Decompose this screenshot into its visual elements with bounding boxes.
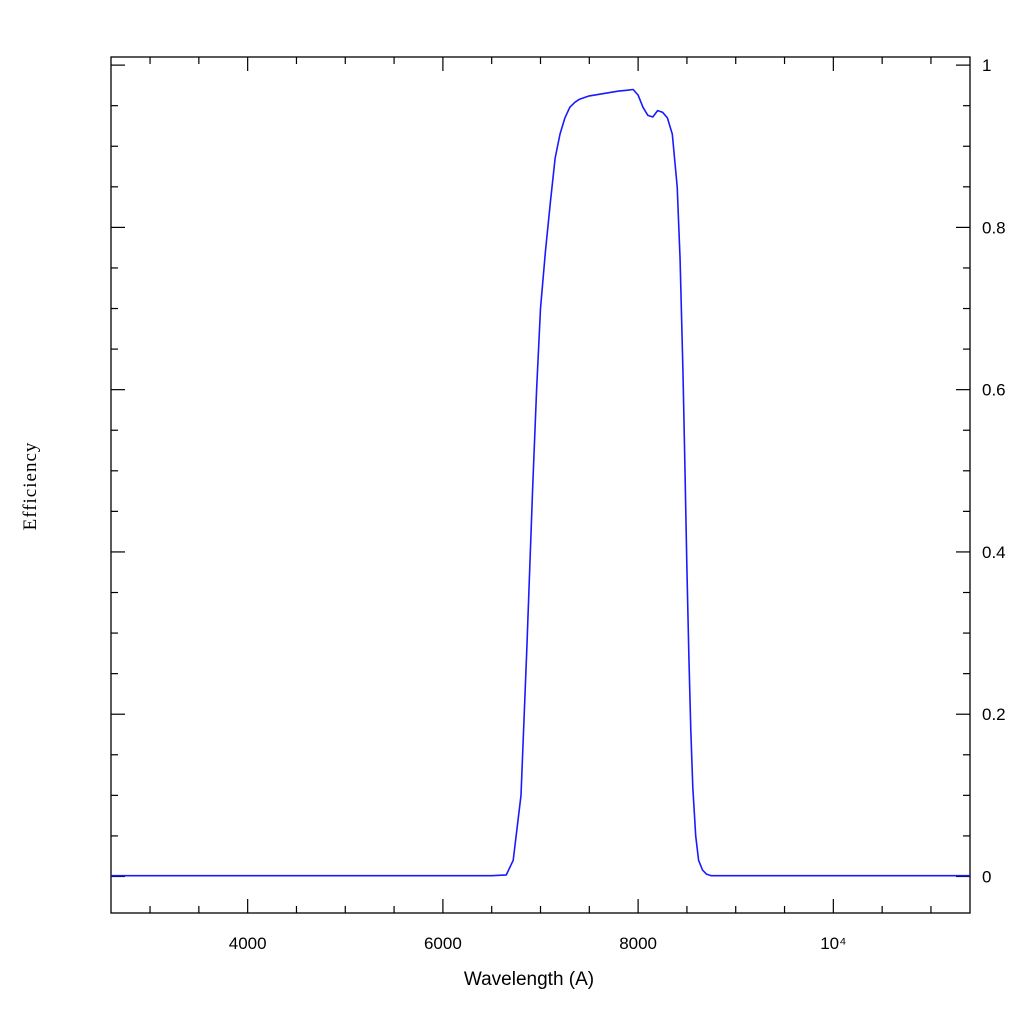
- y-tick-labels: 0 0.2 0.4 0.6 0.8 1: [982, 56, 1006, 886]
- y-tick-label: 0.6: [982, 381, 1006, 400]
- x-tick-label: 10⁴: [820, 934, 846, 953]
- axis-ticks: [111, 57, 970, 913]
- y-tick-label: 0: [982, 867, 991, 886]
- y-tick-label: 0.8: [982, 218, 1006, 237]
- x-tick-label: 6000: [424, 934, 462, 953]
- series-line-1: [111, 88, 970, 877]
- y-tick-label: 1: [982, 56, 991, 75]
- series-layer: [111, 88, 970, 877]
- x-tick-label: 4000: [229, 934, 267, 953]
- x-axis-label: Wavelength (A): [464, 969, 594, 990]
- plot-frame: [110, 56, 971, 914]
- x-tick-label: 8000: [619, 934, 657, 953]
- y-tick-label: 0.2: [982, 705, 1006, 724]
- y-axis-label: Efficiency: [20, 442, 41, 531]
- x-tick-labels: 4000 6000 8000 10⁴: [229, 934, 847, 953]
- y-tick-label: 0.4: [982, 543, 1006, 562]
